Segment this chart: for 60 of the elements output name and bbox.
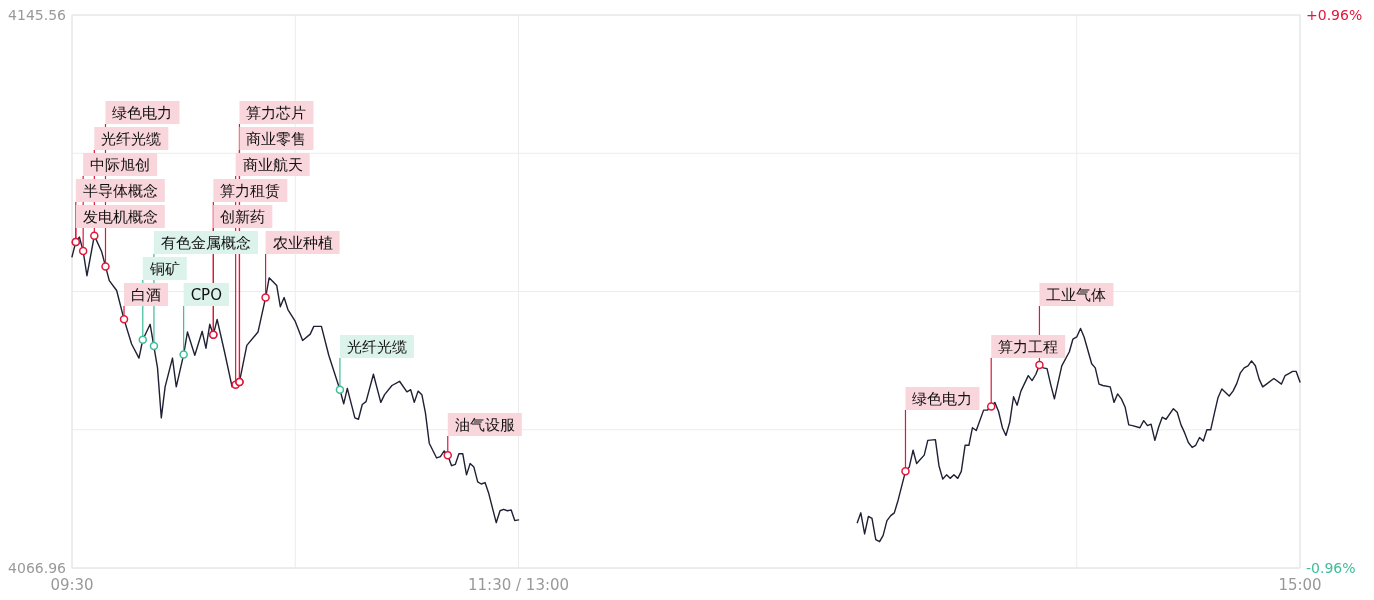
data-label: 算力租赁 <box>220 182 281 200</box>
point <box>335 385 345 394</box>
data-label: 半导体概念 <box>75 179 165 202</box>
point <box>90 231 99 240</box>
data-label: 绿色电力 <box>912 390 973 408</box>
data-label: 光纤光缆 <box>94 127 169 150</box>
data-label: 创新药 <box>213 205 273 228</box>
data-label: 绿色电力 <box>905 387 980 410</box>
data-label: 创新药 <box>220 208 266 226</box>
data-label: 算力芯片 <box>239 101 314 124</box>
data-label: 发电机概念 <box>82 208 158 226</box>
point <box>101 262 110 271</box>
data-label: 白酒 <box>131 286 162 304</box>
y2-tick-label: -0.96% <box>1306 560 1356 576</box>
point <box>261 293 270 302</box>
point <box>138 335 148 345</box>
point <box>149 341 159 351</box>
x-tick-label: 09:30 <box>50 576 94 594</box>
data-label: 算力租赁 <box>213 179 288 202</box>
data-label: 绿色电力 <box>105 101 180 124</box>
data-label: 农业种植 <box>265 231 340 254</box>
point <box>901 467 910 476</box>
data-label: 油气设服 <box>454 416 515 434</box>
data-label: 中际旭创 <box>83 153 158 176</box>
point <box>119 315 129 324</box>
data-label: 半导体概念 <box>82 182 158 200</box>
data-label: 商业航天 <box>235 153 310 176</box>
data-label: 绿色电力 <box>112 104 173 122</box>
point <box>1035 360 1044 370</box>
data-label: 算力工程 <box>991 335 1066 358</box>
data-label: 油气设服 <box>447 413 522 436</box>
y2-tick-label: +0.96% <box>1306 7 1363 23</box>
x-tick-label: 15:00 <box>1278 576 1322 594</box>
data-label: 工业气体 <box>1039 283 1114 306</box>
data-label: 光纤光缆 <box>101 130 162 148</box>
point <box>78 246 88 256</box>
data-label: 商业航天 <box>242 156 303 174</box>
point <box>179 350 188 359</box>
data-label: 有色金属概念 <box>160 234 251 252</box>
data-label: 商业零售 <box>239 127 314 150</box>
data-label: 算力芯片 <box>246 104 307 122</box>
data-label: 商业零售 <box>246 130 307 148</box>
data-label: 光纤光缆 <box>346 338 407 356</box>
data-label: 农业种植 <box>272 234 333 252</box>
y-tick-label: 4066.96 <box>8 560 67 576</box>
y-tick-label: 4145.56 <box>8 7 67 23</box>
data-label: 工业气体 <box>1046 286 1107 304</box>
point <box>986 402 996 411</box>
data-label: 光纤光缆 <box>339 335 414 358</box>
data-label: 算力工程 <box>998 338 1059 356</box>
data-label: 发电机概念 <box>75 205 165 228</box>
data-label: 中际旭创 <box>90 156 151 174</box>
data-label: 白酒 <box>124 283 168 306</box>
data-label: CPO <box>190 286 222 304</box>
data-label: CPO <box>183 283 229 306</box>
x-tick-label: 11:30 / 13:00 <box>468 576 570 594</box>
data-label: 铜矿 <box>148 260 180 278</box>
data-label: 有色金属概念 <box>153 231 258 254</box>
data-label: 铜矿 <box>142 257 187 280</box>
point <box>443 450 453 460</box>
